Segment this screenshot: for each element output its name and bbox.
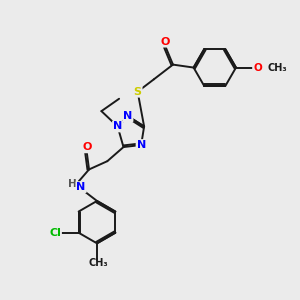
Text: S: S xyxy=(134,87,142,97)
Text: H: H xyxy=(68,179,76,189)
Text: CH₃: CH₃ xyxy=(89,258,108,268)
Text: O: O xyxy=(161,37,170,46)
Text: N: N xyxy=(76,182,86,192)
Text: CH₃: CH₃ xyxy=(268,63,287,73)
Text: N: N xyxy=(123,111,133,121)
Text: N: N xyxy=(136,140,146,150)
Text: Cl: Cl xyxy=(49,228,61,238)
Text: O: O xyxy=(253,63,262,73)
Text: N: N xyxy=(113,122,122,131)
Text: O: O xyxy=(82,142,92,152)
